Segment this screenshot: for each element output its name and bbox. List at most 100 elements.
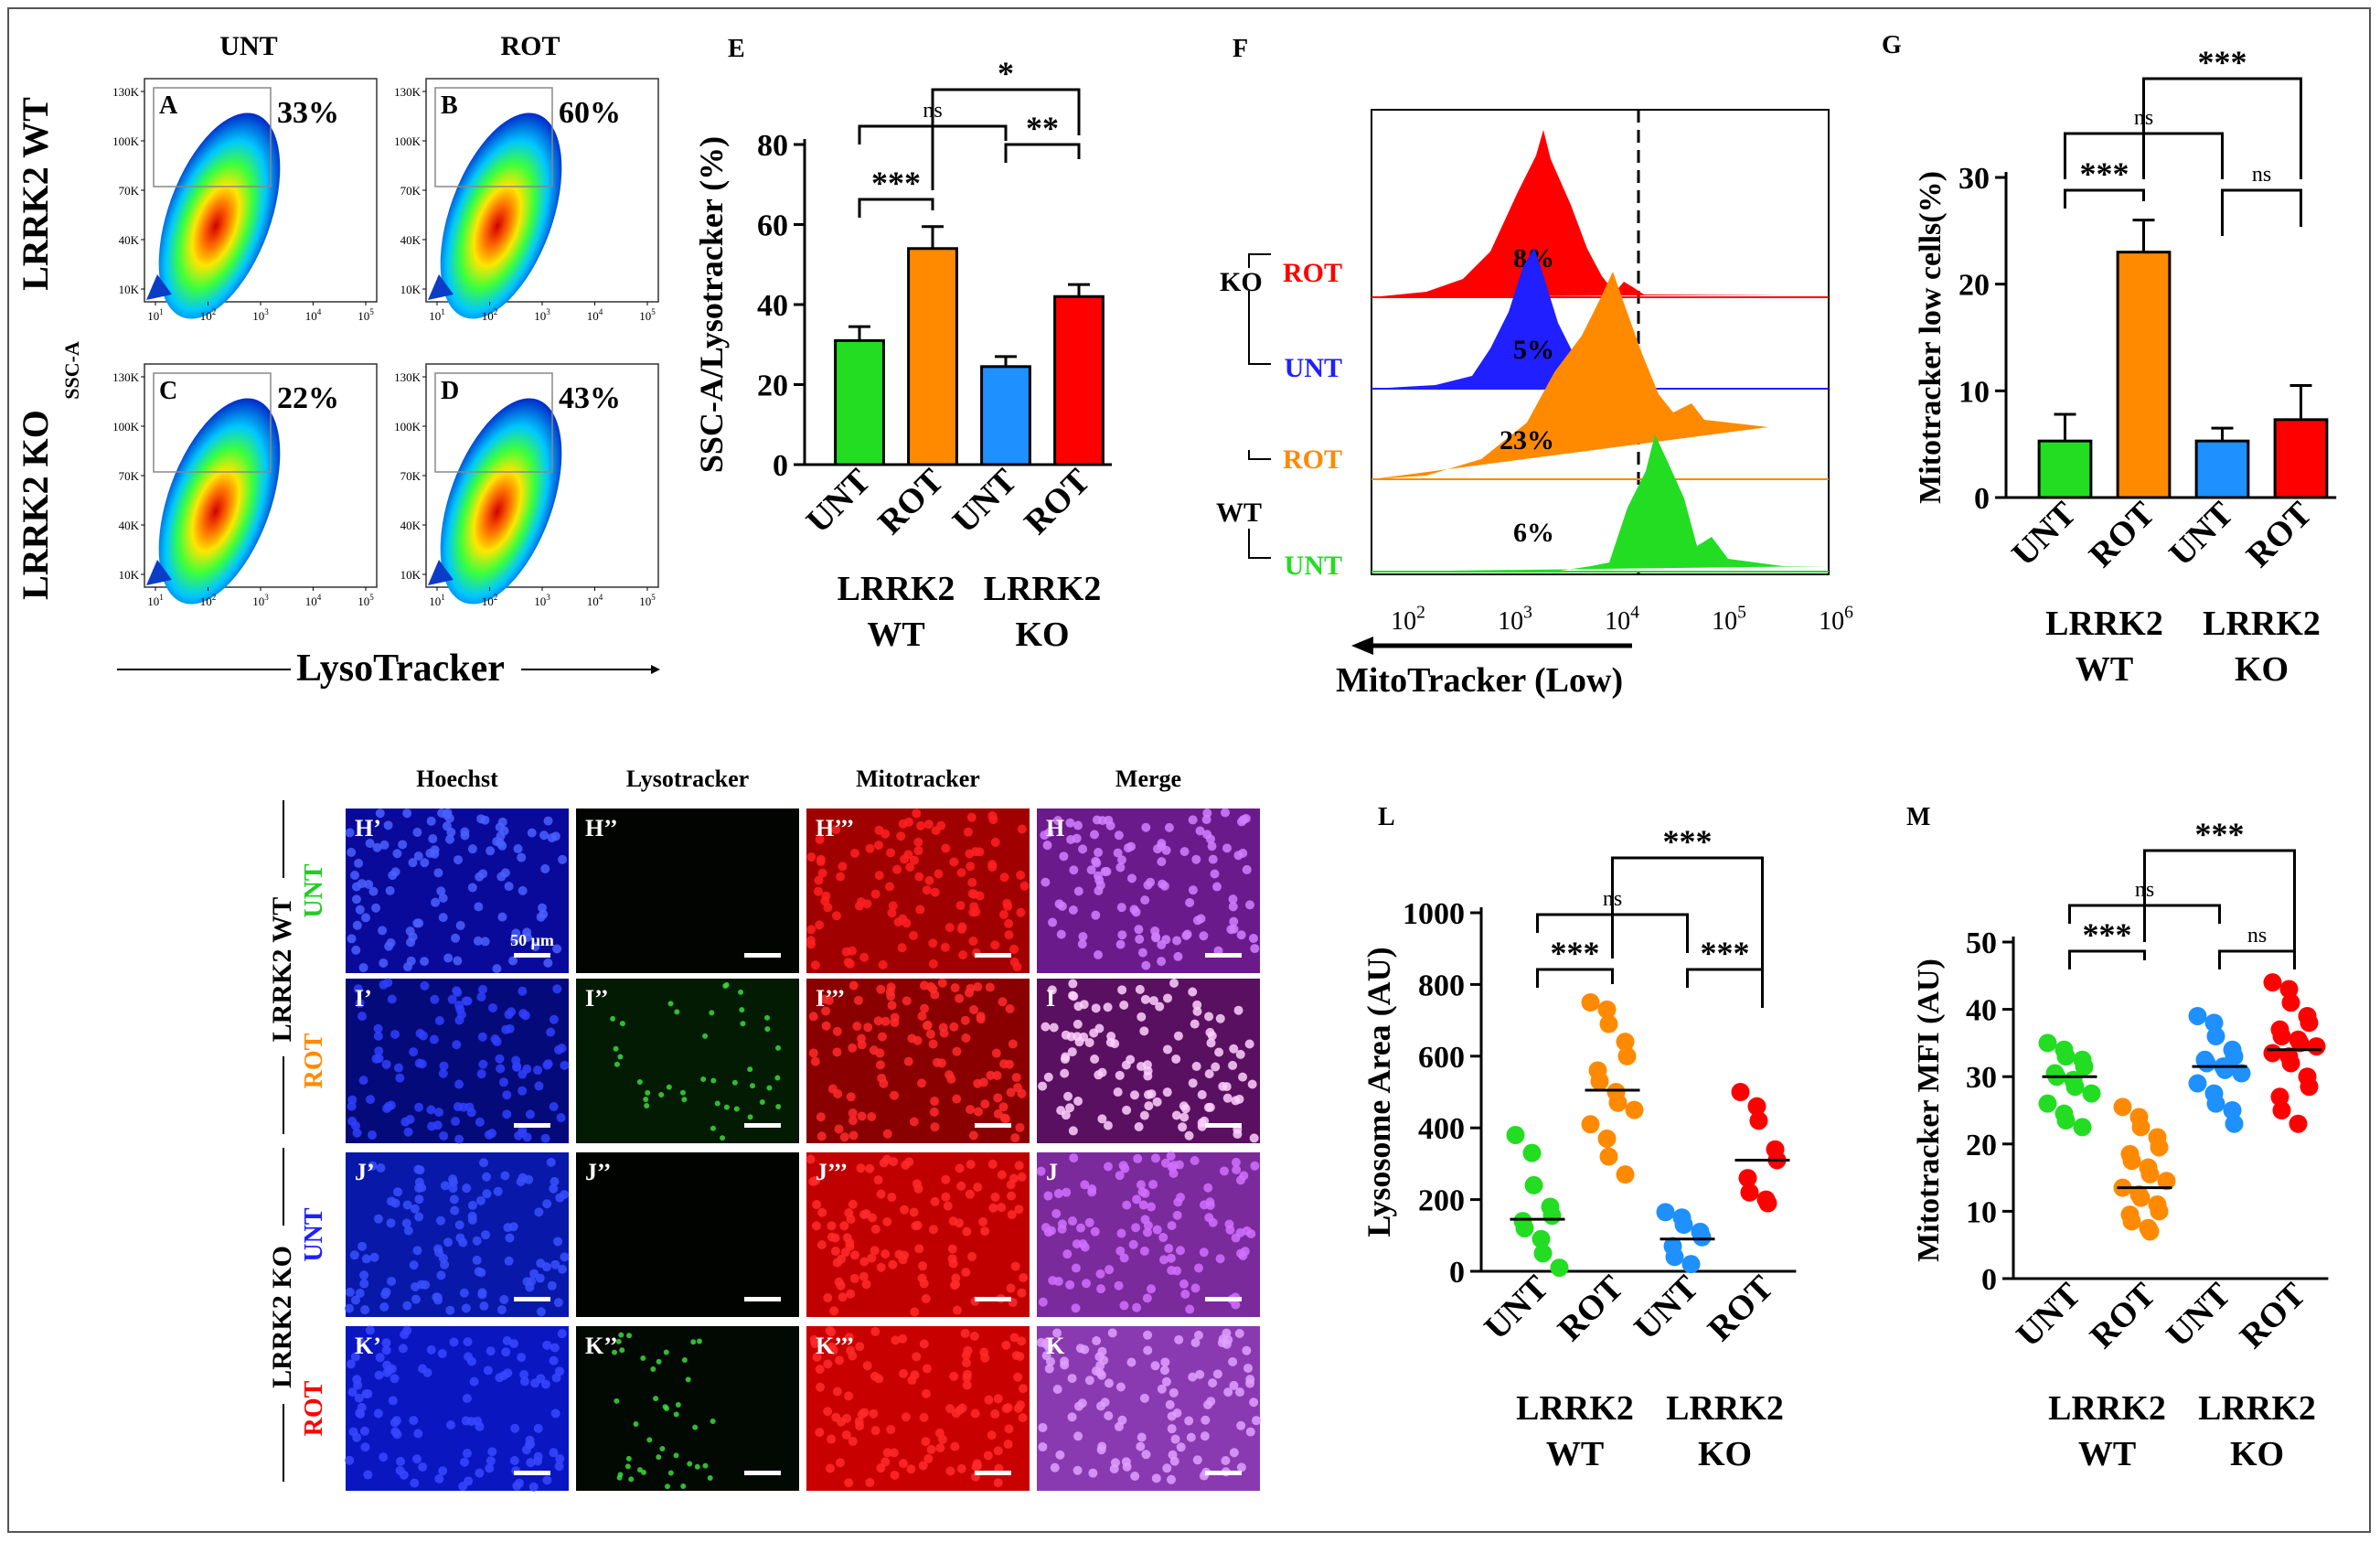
group-label: LRRK2 xyxy=(2198,1389,2316,1428)
cell-dot xyxy=(1207,841,1217,851)
cell-dot xyxy=(1167,1424,1177,1434)
cell-dot xyxy=(1052,1328,1062,1338)
cell-dot xyxy=(426,1344,436,1355)
cell-dot xyxy=(1242,864,1252,874)
micrograph: K’’ xyxy=(576,1326,799,1491)
cell-dot xyxy=(518,1129,528,1139)
cell-dot xyxy=(966,1160,976,1170)
cell-dot xyxy=(993,1093,1003,1103)
cell-dot xyxy=(930,1097,940,1107)
cell-dot xyxy=(969,1004,979,1014)
cell-dot xyxy=(619,1021,625,1027)
cell-dot xyxy=(1186,1432,1196,1442)
cell-dot xyxy=(517,852,527,862)
cell-dot xyxy=(665,1483,671,1490)
cell-dot xyxy=(411,1294,421,1304)
cell-dot xyxy=(1211,1062,1221,1072)
data-point xyxy=(2289,1114,2308,1133)
cell-dot xyxy=(1113,1087,1123,1098)
category-label: UNT xyxy=(945,462,1024,541)
cell-dot xyxy=(528,1482,539,1492)
cell-dot xyxy=(1235,1227,1245,1237)
cell-dot xyxy=(1097,1114,1107,1124)
cell-dot xyxy=(376,1163,386,1173)
cell-dot xyxy=(437,808,447,819)
cell-dot xyxy=(775,1044,782,1051)
cell-dot xyxy=(880,1016,891,1026)
cell-dot xyxy=(386,1218,396,1228)
cell-dot xyxy=(434,1108,444,1118)
cell-dot xyxy=(1091,910,1101,920)
cell-dot xyxy=(549,1448,559,1458)
data-point xyxy=(1681,1255,1701,1274)
cell-dot xyxy=(886,991,896,1001)
cell-dot xyxy=(1047,985,1057,995)
scale-bar xyxy=(514,1123,550,1128)
trace-percent: 5% xyxy=(1513,335,1554,365)
micro-group-label: LRRK2 KO xyxy=(267,1246,297,1388)
cell-dot xyxy=(617,1054,624,1060)
cell-dot xyxy=(922,885,932,895)
cell-dot xyxy=(905,862,915,873)
cell-dot xyxy=(1008,1039,1018,1049)
group-label: LRRK2 xyxy=(2203,605,2321,643)
cell-dot xyxy=(1132,1302,1142,1312)
cell-dot xyxy=(1139,1246,1149,1256)
y-tick-label: 100K xyxy=(394,420,422,434)
cell-dot xyxy=(1178,1122,1188,1132)
plot-letter: A xyxy=(159,91,178,120)
cell-dot xyxy=(848,1130,859,1140)
cell-dot xyxy=(965,1189,975,1199)
significance-label: *** xyxy=(871,165,921,201)
cell-dot xyxy=(502,1109,512,1119)
cell-dot xyxy=(1188,987,1198,997)
cell-dot xyxy=(1238,848,1248,858)
cell-dot xyxy=(916,1078,926,1088)
cell-dot xyxy=(815,920,825,930)
cell-dot xyxy=(1191,1061,1201,1071)
cell-dot xyxy=(967,877,977,887)
data-point xyxy=(2290,1033,2310,1053)
cell-dot xyxy=(351,882,361,892)
x-tick-label: 105 xyxy=(639,307,656,323)
cell-dot xyxy=(458,1102,468,1112)
cell-dot xyxy=(451,1117,461,1127)
cell-dot xyxy=(383,820,393,830)
cell-dot xyxy=(920,1003,930,1013)
cell-dot xyxy=(473,936,483,946)
cell-dot xyxy=(976,1012,986,1022)
category-label: UNT xyxy=(1477,1269,1555,1347)
cell-dot xyxy=(518,1086,528,1096)
cell-dot xyxy=(497,817,507,827)
y-tick-label: 130K xyxy=(394,370,422,384)
cell-dot xyxy=(443,1237,454,1248)
cell-dot xyxy=(626,1333,633,1339)
cell-dot xyxy=(973,1078,983,1088)
cell-dot xyxy=(815,1365,825,1375)
cell-dot xyxy=(997,1203,1007,1213)
cell-dot xyxy=(1176,1442,1186,1452)
cell-dot xyxy=(991,1048,1001,1058)
cell-dot xyxy=(873,1016,883,1026)
cell-dot xyxy=(1174,1160,1184,1170)
cell-dot xyxy=(874,1374,884,1384)
cell-dot xyxy=(848,1116,858,1126)
cell-dot xyxy=(1191,854,1201,864)
cell-dot xyxy=(870,1224,880,1234)
cell-dot xyxy=(454,1079,464,1089)
cell-dot xyxy=(1199,1248,1209,1258)
data-point xyxy=(1674,1215,1693,1235)
scale-bar xyxy=(1205,1297,1242,1301)
cell-dot xyxy=(1091,1003,1101,1013)
cell-dot xyxy=(1161,1376,1171,1387)
cell-dot xyxy=(978,1216,988,1226)
micro-col-label: Hoechst xyxy=(416,766,498,792)
scale-bar xyxy=(514,1471,550,1475)
cell-dot xyxy=(363,1388,373,1398)
cell-dot xyxy=(1119,1253,1129,1263)
y-tick-label: 0 xyxy=(1974,482,1990,516)
cell-dot xyxy=(381,1287,391,1297)
significance-label: * xyxy=(998,55,1014,91)
cell-dot xyxy=(834,1277,844,1287)
cell-dot xyxy=(975,847,985,857)
